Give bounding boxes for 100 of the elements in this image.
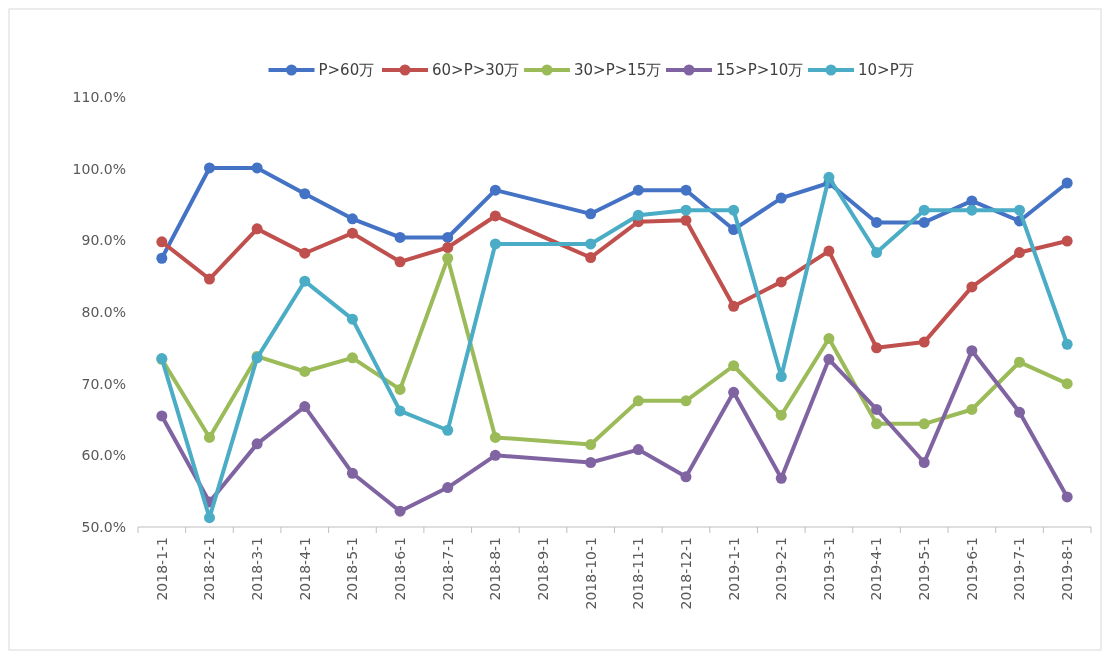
point — [871, 216, 883, 228]
x-tick-label: 2018-6-1 — [391, 537, 408, 601]
point — [442, 231, 454, 243]
point — [251, 162, 263, 174]
point — [871, 342, 883, 354]
point — [1061, 177, 1073, 189]
x-tick-label: 2019-4-1 — [868, 537, 885, 601]
point — [775, 409, 787, 421]
point — [823, 333, 835, 345]
point — [728, 386, 740, 398]
point — [203, 162, 215, 174]
point — [775, 371, 787, 382]
point — [823, 353, 835, 365]
point — [203, 431, 215, 443]
x-tick-label: 2019-6-1 — [963, 537, 980, 601]
point — [728, 300, 740, 312]
point — [394, 383, 406, 395]
x-tick-label: 2019-7-1 — [1011, 537, 1028, 601]
legend-label: 60>P>30万 — [432, 61, 520, 80]
point — [966, 281, 978, 293]
point — [156, 236, 168, 248]
point — [442, 424, 454, 436]
point — [346, 227, 358, 239]
point — [585, 238, 597, 250]
point — [489, 210, 501, 222]
point — [156, 252, 168, 264]
x-tick-label: 2018-12-1 — [677, 537, 694, 610]
point — [585, 208, 597, 220]
point — [585, 457, 597, 468]
y-tick-label: 70.0% — [81, 375, 126, 392]
point — [299, 401, 311, 413]
y-tick-label: 100.0% — [72, 160, 126, 177]
x-tick-label: 2019-1-1 — [725, 537, 742, 601]
point — [489, 449, 501, 461]
point — [1061, 378, 1073, 390]
point — [203, 273, 215, 285]
point — [1014, 204, 1026, 216]
point — [918, 204, 930, 216]
x-tick-label: 2018-8-1 — [487, 537, 504, 601]
point — [251, 223, 263, 235]
point — [251, 438, 263, 450]
legend-label: 15>P>10万 — [716, 61, 804, 80]
point — [394, 505, 406, 517]
point — [346, 352, 358, 364]
point — [346, 313, 358, 325]
point — [728, 204, 740, 216]
point — [823, 171, 835, 183]
x-tick-label: 2018-3-1 — [249, 537, 266, 601]
point — [346, 213, 358, 225]
x-tick-label: 2019-5-1 — [916, 537, 933, 601]
point — [775, 192, 787, 204]
point — [871, 418, 883, 430]
x-tick-label: 2019-2-1 — [773, 537, 790, 601]
point — [299, 247, 311, 259]
point — [1061, 338, 1073, 350]
point — [680, 471, 692, 483]
x-tick-label: 2018-10-1 — [582, 537, 599, 610]
point — [442, 252, 454, 264]
point — [299, 275, 311, 287]
legend-label: 10>P万 — [858, 61, 914, 80]
point — [442, 242, 454, 253]
point — [394, 256, 406, 268]
x-tick-label: 2018-11-1 — [630, 537, 647, 610]
point — [918, 336, 930, 348]
point — [489, 184, 501, 196]
x-tick-label: 2018-4-1 — [296, 537, 313, 601]
point — [346, 467, 358, 479]
point — [489, 431, 501, 443]
point — [966, 345, 978, 357]
point — [775, 472, 787, 484]
point — [299, 188, 311, 200]
y-tick-label: 90.0% — [81, 232, 126, 249]
point — [1014, 406, 1026, 418]
x-tick-label: 2018-5-1 — [344, 537, 361, 601]
point — [585, 439, 597, 451]
point — [632, 184, 644, 196]
point — [918, 216, 930, 228]
x-tick-label: 2019-8-1 — [1059, 537, 1076, 601]
y-tick-label: 50.0% — [81, 518, 126, 535]
point — [394, 231, 406, 243]
point — [918, 418, 930, 430]
point — [918, 457, 930, 468]
point — [203, 512, 215, 524]
point — [728, 360, 740, 372]
point — [299, 365, 311, 377]
x-tick-label: 2018-7-1 — [439, 537, 456, 601]
point — [156, 410, 168, 422]
point — [871, 403, 883, 415]
point — [775, 276, 787, 288]
point — [680, 184, 692, 196]
legend-label: 30>P>15万 — [574, 61, 662, 80]
point — [966, 403, 978, 415]
point — [966, 204, 978, 216]
point — [1061, 235, 1073, 247]
point — [442, 482, 454, 494]
point — [680, 204, 692, 216]
y-tick-label: 60.0% — [81, 447, 126, 464]
point — [1014, 247, 1026, 259]
y-tick-label: 80.0% — [81, 303, 126, 320]
point — [1061, 491, 1073, 503]
